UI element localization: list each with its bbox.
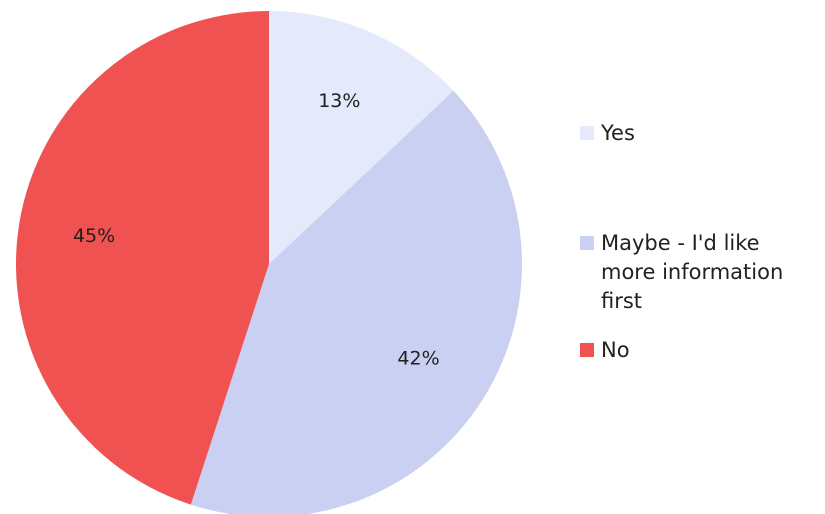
legend-label-no: No [601, 338, 630, 362]
legend-swatch-no [580, 343, 594, 357]
pie-slice-yes [269, 11, 454, 264]
data-label-maybe: 42% [397, 347, 439, 369]
legend-swatch-maybe [580, 236, 594, 250]
legend-item-yes: Yes [580, 119, 816, 148]
pie-chart: 13% 42% 45% [15, 10, 522, 514]
data-label-no: 45% [73, 225, 115, 247]
legend-item-maybe: Maybe - I'd like more information first [580, 229, 816, 316]
pie-slice-maybe [190, 90, 522, 514]
legend-swatch-yes [580, 126, 594, 140]
legend-item-no: No [580, 336, 816, 365]
pie-data-labels: 13% 42% 45% [73, 90, 440, 369]
pie-slices [15, 10, 522, 514]
legend-label-maybe: Maybe - I'd like more information first [601, 231, 784, 313]
data-label-yes: 13% [318, 90, 360, 112]
pie-slice-no [15, 10, 270, 505]
legend-label-yes: Yes [601, 121, 635, 145]
